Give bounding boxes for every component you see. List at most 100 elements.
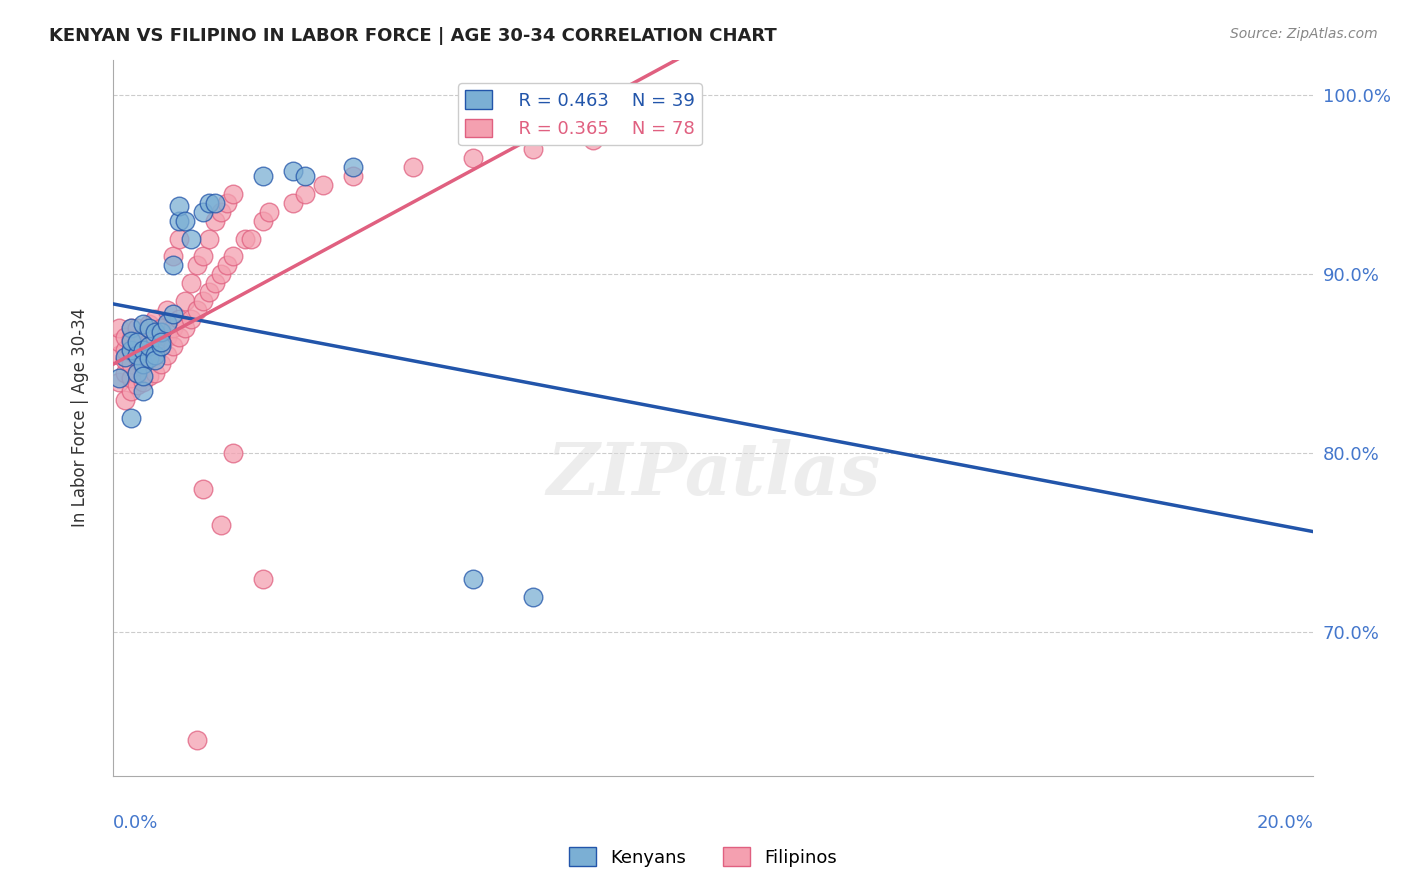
Point (114, 330, 136, 344)
Point (138, 351, 160, 366)
Point (125, 335, 148, 350)
Point (294, 186, 316, 201)
Point (143, 366, 166, 380)
Point (149, 325, 172, 339)
Point (173, 321, 195, 335)
Point (143, 325, 166, 339)
Point (143, 348, 166, 362)
Point (191, 204, 214, 219)
Point (162, 339, 184, 353)
Point (180, 231, 202, 245)
Point (162, 250, 184, 264)
Point (149, 335, 172, 350)
Point (156, 330, 179, 344)
Point (186, 303, 208, 318)
Point (215, 195, 238, 210)
Point (173, 294, 195, 309)
Point (125, 350, 148, 364)
Point (125, 366, 148, 380)
Point (204, 277, 226, 291)
Point (149, 339, 172, 353)
Point (156, 303, 179, 318)
Point (342, 160, 364, 174)
Point (186, 259, 208, 273)
Point (120, 334, 142, 348)
Point (114, 366, 136, 380)
Point (281, 195, 304, 210)
Text: 20.0%: 20.0% (1257, 814, 1313, 832)
Point (222, 446, 245, 460)
Point (191, 250, 214, 264)
Point (156, 348, 179, 362)
Point (132, 346, 155, 360)
Point (402, 160, 425, 174)
Point (209, 204, 232, 219)
Point (132, 343, 155, 357)
Point (143, 348, 166, 362)
Point (281, 163, 304, 178)
Point (198, 285, 221, 300)
Point (582, 133, 605, 147)
Point (162, 321, 184, 335)
Point (461, 151, 484, 165)
Point (143, 353, 166, 368)
Point (138, 321, 160, 335)
Point (167, 312, 190, 326)
Point (108, 371, 131, 385)
Point (114, 350, 136, 364)
Point (186, 732, 208, 747)
Point (209, 268, 232, 282)
Point (108, 335, 131, 350)
Point (461, 572, 484, 586)
Point (252, 169, 274, 183)
Point (108, 348, 131, 362)
Point (167, 199, 190, 213)
Point (108, 375, 131, 389)
Text: KENYAN VS FILIPINO IN LABOR FORCE | AGE 30-34 CORRELATION CHART: KENYAN VS FILIPINO IN LABOR FORCE | AGE … (49, 27, 778, 45)
Point (233, 231, 256, 245)
Point (342, 169, 364, 183)
Legend:   R = 0.463    N = 39,   R = 0.365    N = 78: R = 0.463 N = 39, R = 0.365 N = 78 (458, 83, 702, 145)
Point (522, 590, 544, 604)
Point (239, 231, 262, 245)
Point (120, 357, 142, 371)
Point (114, 392, 136, 407)
Point (114, 343, 136, 357)
Point (173, 213, 195, 227)
Point (132, 360, 155, 375)
Point (125, 321, 148, 335)
Point (138, 318, 160, 332)
Point (120, 384, 142, 398)
Point (204, 195, 226, 210)
Point (149, 357, 172, 371)
Legend: Kenyans, Filipinos: Kenyans, Filipinos (562, 840, 844, 874)
Text: Source: ZipAtlas.com: Source: ZipAtlas.com (1230, 27, 1378, 41)
Point (120, 321, 142, 335)
Point (222, 250, 245, 264)
Text: 0.0%: 0.0% (112, 814, 159, 832)
Point (641, 124, 664, 138)
Point (132, 330, 155, 344)
Point (120, 410, 142, 425)
Point (143, 330, 166, 344)
Point (191, 482, 214, 496)
Point (167, 213, 190, 227)
Point (120, 321, 142, 335)
Point (132, 384, 155, 398)
Point (294, 169, 316, 183)
Point (162, 307, 184, 321)
Point (125, 378, 148, 392)
Point (252, 213, 274, 227)
Point (125, 366, 148, 380)
Point (138, 335, 160, 350)
Y-axis label: In Labor Force | Age 30-34: In Labor Force | Age 30-34 (72, 308, 89, 527)
Point (252, 572, 274, 586)
Point (167, 231, 190, 245)
Point (180, 277, 202, 291)
Point (132, 357, 155, 371)
Point (132, 369, 155, 384)
Point (120, 343, 142, 357)
Point (120, 344, 142, 359)
Point (120, 371, 142, 385)
Point (138, 353, 160, 368)
